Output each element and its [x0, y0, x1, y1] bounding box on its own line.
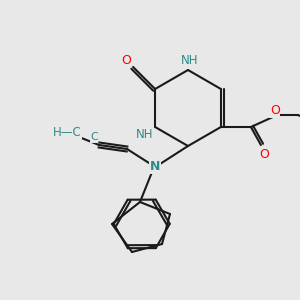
Text: C: C	[90, 132, 98, 142]
Text: N: N	[150, 160, 160, 173]
Text: NH: NH	[181, 53, 199, 67]
Text: H—C: H—C	[52, 125, 81, 139]
Text: O: O	[121, 53, 131, 67]
Text: O: O	[270, 104, 280, 118]
Text: NH: NH	[136, 128, 154, 142]
Text: O: O	[259, 148, 269, 160]
